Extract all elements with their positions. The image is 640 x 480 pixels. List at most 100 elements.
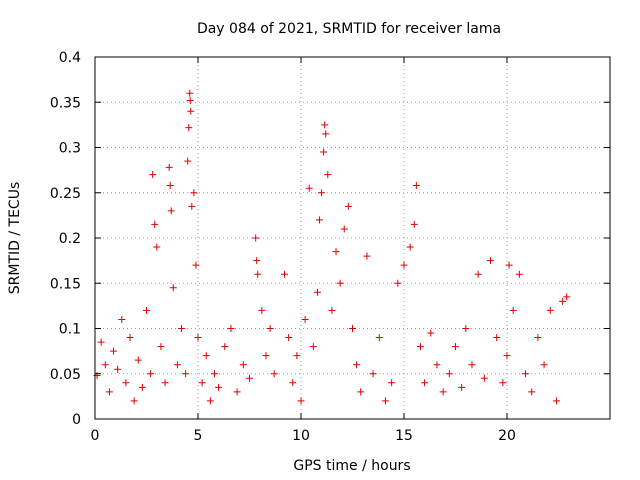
data-point — [328, 306, 336, 314]
data-point — [153, 243, 161, 251]
data-point — [147, 370, 155, 378]
data-point — [157, 343, 165, 351]
data-point — [122, 379, 130, 387]
data-points — [93, 89, 571, 405]
data-point — [353, 361, 361, 369]
data-point — [416, 343, 424, 351]
data-point — [126, 334, 134, 342]
y-tick-label: 0.05 — [50, 367, 81, 383]
data-point — [540, 361, 548, 369]
data-point — [445, 370, 453, 378]
data-point — [285, 334, 293, 342]
data-point — [468, 361, 476, 369]
data-point — [97, 338, 105, 346]
data-point — [110, 347, 118, 355]
data-point — [313, 288, 321, 296]
y-tick-label: 0.1 — [59, 322, 81, 338]
data-point — [528, 388, 536, 396]
data-point — [239, 361, 247, 369]
data-point — [134, 356, 142, 364]
data-point — [357, 388, 365, 396]
y-tick-label: 0.15 — [50, 276, 81, 292]
data-point — [412, 182, 420, 190]
data-point — [474, 270, 482, 278]
data-point — [101, 361, 109, 369]
data-point — [505, 261, 513, 269]
data-point — [161, 379, 169, 387]
y-tick-label: 0.3 — [59, 141, 81, 157]
data-point — [114, 365, 122, 373]
data-point — [433, 361, 441, 369]
x-tick-label: 0 — [91, 428, 100, 444]
data-point — [321, 121, 329, 129]
data-point — [210, 370, 218, 378]
grid-lines — [95, 57, 610, 419]
data-point — [458, 383, 466, 391]
data-point — [375, 334, 383, 342]
data-point — [559, 297, 567, 305]
data-point — [178, 325, 186, 332]
axis-ticks: 0 5 10 15 20 0 0.05 0.1 0.15 0.2 0.25 0.3 0.35 0.4 — [50, 50, 610, 444]
data-point — [186, 96, 194, 104]
data-point — [563, 293, 571, 301]
data-point — [297, 397, 305, 405]
data-point — [349, 325, 356, 332]
y-axis-label: SRMTID / TECUs — [7, 182, 23, 295]
data-point — [301, 315, 309, 323]
data-point — [165, 163, 173, 171]
data-point — [173, 361, 181, 369]
data-point — [332, 248, 340, 256]
data-point — [198, 379, 206, 387]
data-point — [322, 130, 330, 138]
data-point — [252, 234, 260, 242]
data-point — [493, 334, 501, 342]
data-point — [522, 370, 530, 378]
x-tick-label: 15 — [395, 428, 413, 444]
data-point — [421, 379, 429, 387]
data-point — [320, 148, 328, 156]
data-point — [206, 397, 214, 405]
data-point — [246, 374, 253, 382]
data-point — [281, 270, 289, 278]
y-tick-label: 0.4 — [59, 50, 81, 66]
data-point — [202, 352, 210, 360]
y-tick-label: 0.25 — [50, 186, 81, 202]
data-point — [552, 397, 560, 405]
data-point — [305, 184, 313, 192]
data-point — [143, 306, 150, 314]
data-point — [509, 306, 517, 314]
data-point — [266, 325, 274, 332]
data-point — [166, 182, 174, 190]
data-point — [499, 379, 507, 387]
data-point — [149, 171, 157, 179]
data-point — [190, 189, 198, 197]
data-point — [270, 370, 278, 378]
data-point — [410, 220, 418, 228]
x-tick-label: 5 — [194, 428, 203, 444]
data-point — [394, 279, 402, 287]
data-point — [427, 329, 435, 337]
data-point — [192, 261, 200, 269]
y-tick-label: 0.35 — [50, 95, 81, 111]
data-point — [406, 243, 414, 251]
data-point — [185, 124, 193, 132]
data-point — [480, 374, 488, 382]
data-point — [186, 89, 194, 97]
data-point — [221, 343, 229, 351]
data-point — [138, 383, 146, 391]
data-point — [369, 370, 377, 378]
y-tick-label: 0 — [72, 412, 81, 428]
data-point — [324, 171, 332, 179]
data-point — [316, 216, 324, 224]
data-point — [289, 379, 297, 387]
data-point — [439, 388, 447, 396]
data-point — [487, 257, 495, 265]
x-tick-label: 10 — [292, 428, 310, 444]
data-point — [309, 343, 317, 351]
chart-title: Day 084 of 2021, SRMTID for receiver lam… — [197, 21, 501, 37]
data-point — [194, 334, 202, 342]
data-point — [293, 352, 301, 360]
data-point — [167, 207, 175, 215]
data-point — [318, 189, 326, 197]
